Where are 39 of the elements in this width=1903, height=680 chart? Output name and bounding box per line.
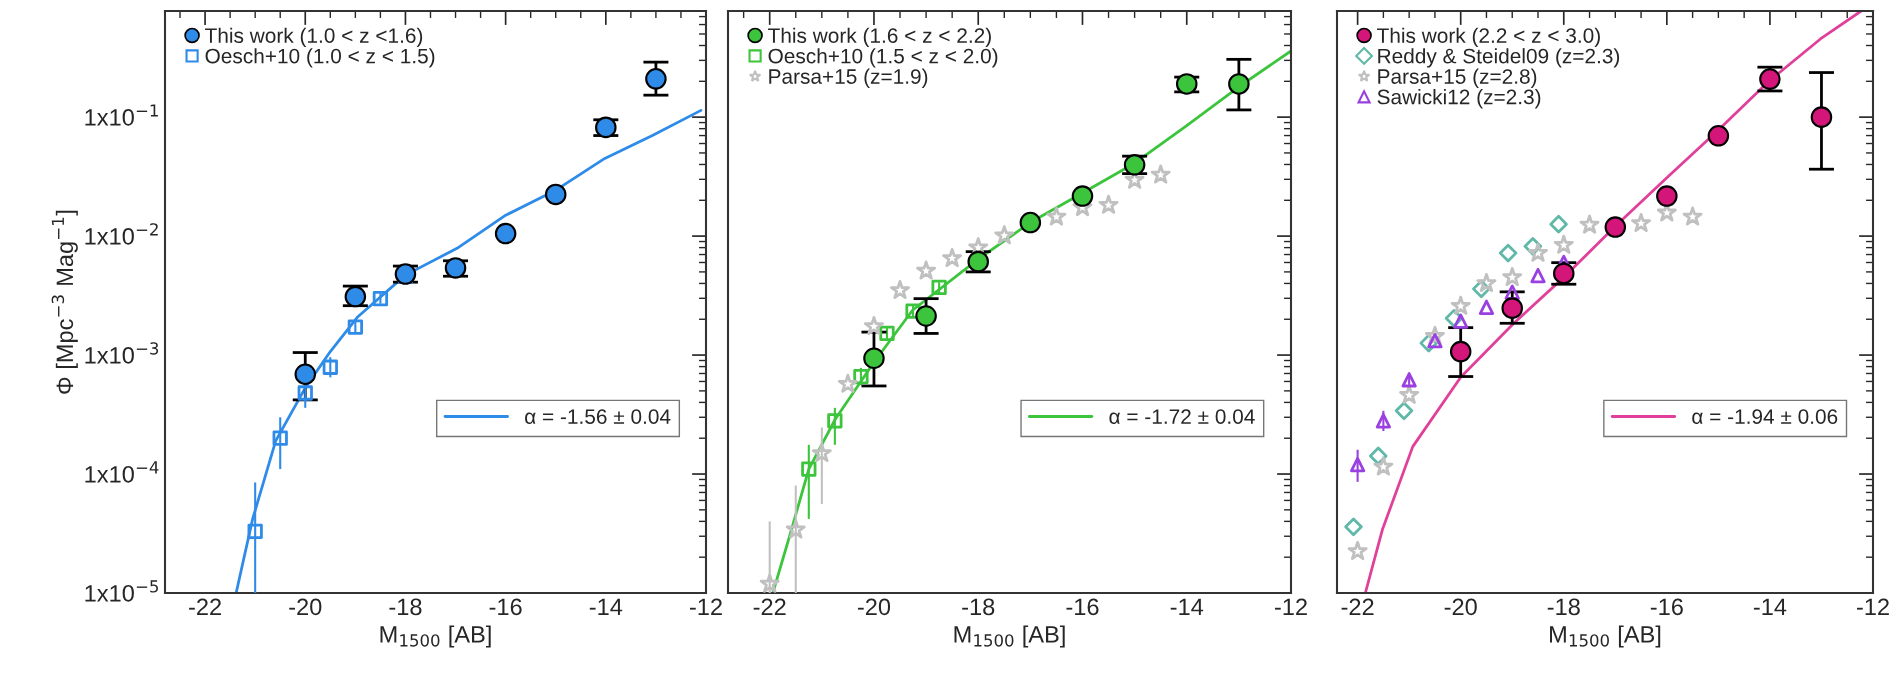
- legend-label: α = -1.94 ± 0.06: [1692, 409, 1838, 424]
- x-tick-label: -20: [289, 598, 322, 616]
- legend-label: Oesch+10 (1.5 < z < 2.0): [768, 48, 998, 68]
- x-tick-label: -12: [1274, 598, 1307, 615]
- x-tick-label: -18: [962, 598, 995, 616]
- x-tick-label: -16: [1650, 598, 1683, 616]
- x-tick-label: -20: [857, 598, 891, 616]
- x-tick-label: -20: [1444, 598, 1477, 616]
- legend-label: α = -1.56 ± 0.04: [525, 409, 671, 424]
- legend-label: This work (2.2 < z < 3.0): [1377, 27, 1600, 48]
- legend-label: Reddy & Steidel09 (z=2.3): [1378, 48, 1620, 68]
- x-tick-label: -22: [1341, 598, 1374, 615]
- x-tick-label: -12: [1856, 598, 1889, 615]
- legend-label: Parsa+15 (z=1.9): [769, 68, 928, 88]
- legend-label: This work (1.0 < z <1.6): [205, 27, 423, 48]
- legend-label: Sawicki12 (z=2.3): [1377, 89, 1541, 109]
- x-tick-label: -16: [1066, 598, 1099, 616]
- x-tick-label: -14: [589, 598, 623, 615]
- legend-label: α = -1.72 ± 0.04: [1109, 409, 1255, 424]
- legend-label: This work (1.6 < z < 2.2): [768, 27, 991, 48]
- y-tick-label: 1x10$^{−3}$: [85, 342, 159, 364]
- x-tick-label: -18: [389, 598, 422, 616]
- x-tick-label: -22: [189, 598, 221, 615]
- x-tick-label: -14: [1170, 598, 1204, 615]
- y-tick-label: 1x10$^{−4}$: [85, 461, 159, 483]
- y-tick-label: 1x10$^{−2}$: [85, 223, 158, 245]
- x-tick-label: -14: [1753, 598, 1787, 615]
- x-axis-title: M$_{1500}$ [AB]: [954, 625, 1065, 648]
- x-tick-label: -18: [1547, 598, 1580, 616]
- x-axis-title: M$_{1500}$ [AB]: [1550, 625, 1661, 648]
- x-tick-label: -22: [753, 598, 786, 615]
- x-tick-label: -16: [489, 598, 522, 616]
- x-axis-title: M$_{1500}$ [AB]: [380, 625, 491, 648]
- y-tick-label: 1x10$^{−1}$: [85, 104, 158, 126]
- y-tick-label: 1x10$^{−5}$: [85, 580, 158, 602]
- legend-label: Oesch+10 (1.0 < z < 1.5): [205, 48, 435, 68]
- x-tick-label: -12: [689, 598, 722, 615]
- legend-label: Parsa+15 (z=2.8): [1378, 68, 1537, 88]
- y-axis-title: Φ [Mpc$^{−3}$ Mag$^{−1}$]: [51, 210, 78, 394]
